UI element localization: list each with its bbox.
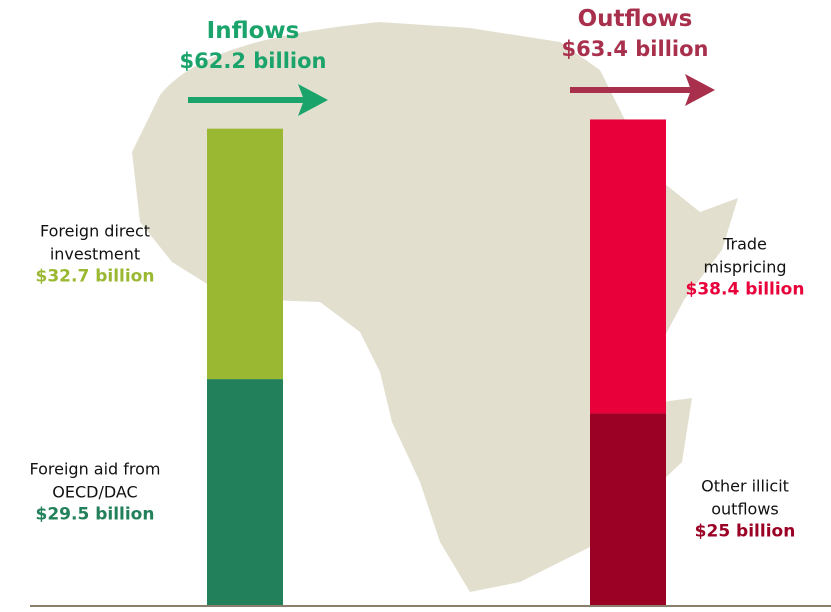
- flow-arrowhead: [298, 84, 328, 116]
- segment-value: $29.5 billion: [35, 504, 155, 525]
- flow-name: Outflows: [577, 6, 693, 32]
- segment-name: Foreign direct investment: [39, 221, 151, 264]
- segment-value: $38.4 billion: [685, 279, 805, 299]
- segment-name: Trade mispricing: [703, 234, 787, 276]
- bar-segment: [207, 128, 283, 380]
- flow-arrowhead: [685, 74, 715, 106]
- flow-total: $63.4 billion: [561, 37, 709, 61]
- segment-name: Foreign aid from OECD/DAC: [29, 459, 161, 502]
- bar-segment: [590, 413, 666, 605]
- bar-segment: [590, 119, 666, 414]
- segment-value: $25 billion: [694, 521, 796, 542]
- flow-heading: Outflows $63.4 billion: [562, 4, 709, 64]
- bar-segment: [207, 379, 283, 605]
- flow-name: Inflows: [206, 18, 300, 44]
- segment-label: Foreign aid from OECD/DAC $29.5 billion: [20, 458, 170, 527]
- africa-map: [132, 22, 738, 592]
- flow-heading: Inflows $62.2 billion: [180, 16, 327, 76]
- segment-label: Foreign direct investment $32.7 billion: [20, 219, 170, 288]
- segment-value: $32.7 billion: [35, 266, 155, 287]
- flow-total: $62.2 billion: [179, 49, 327, 73]
- segment-label: Other illicit outflows $25 billion: [684, 475, 806, 544]
- segment-name: Other illicit outflows: [701, 476, 789, 519]
- segment-label: Trade mispricing $38.4 billion: [684, 232, 806, 301]
